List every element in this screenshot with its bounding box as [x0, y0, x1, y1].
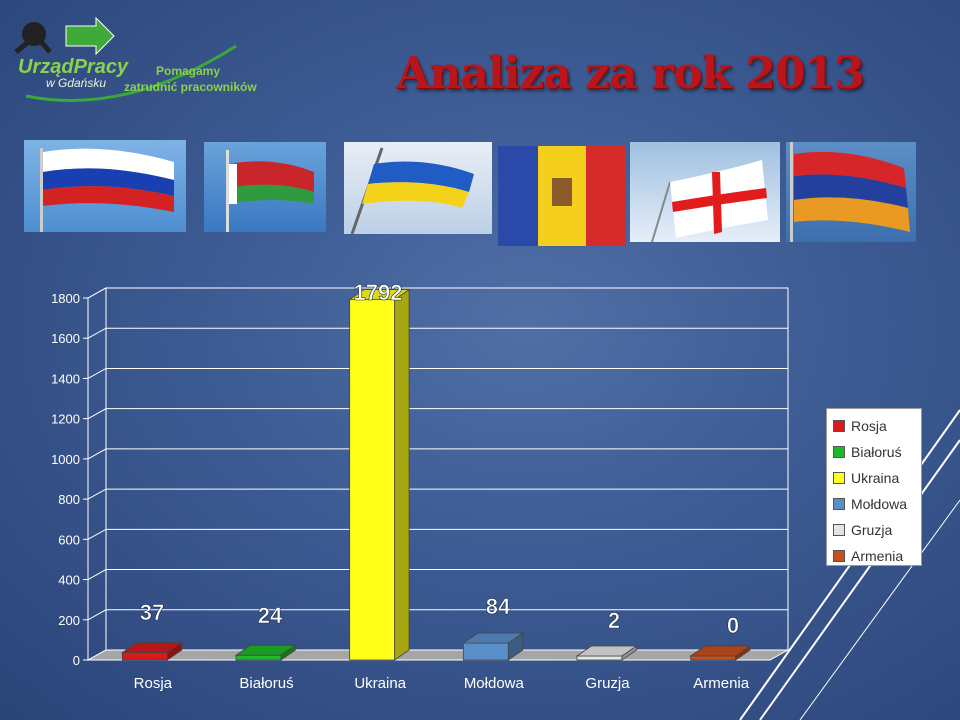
legend-label: Armenia	[851, 548, 904, 564]
y-tick-label: 400	[58, 573, 80, 588]
legend-swatch	[833, 472, 845, 484]
y-tick-label: 1000	[51, 452, 80, 467]
gridline	[87, 448, 788, 460]
data-label: 1792	[354, 280, 403, 305]
gridline	[87, 488, 788, 500]
moldova-flag-icon	[498, 146, 626, 246]
russia-flag-icon	[24, 140, 186, 232]
bar	[235, 654, 282, 661]
y-tick-label: 200	[58, 613, 80, 628]
legend-item: Rosja	[833, 413, 915, 439]
data-label: 24	[258, 603, 283, 628]
ukraine-flag-icon	[344, 142, 492, 234]
data-label: 84	[486, 594, 511, 619]
y-tick-label: 1800	[51, 291, 80, 306]
logo-graphic	[14, 16, 237, 102]
gridline	[87, 528, 788, 540]
legend-label: Mołdowa	[851, 496, 908, 512]
x-tick-label: Białoruś	[239, 675, 293, 692]
gridline	[87, 367, 788, 379]
bar	[462, 642, 509, 661]
legend-item: Mołdowa	[833, 491, 915, 517]
legend-label: Białoruś	[851, 444, 902, 460]
data-label: 37	[140, 600, 164, 625]
y-tick-label: 600	[58, 532, 80, 547]
bar-top	[348, 289, 411, 301]
y-tick-label: 800	[58, 492, 80, 507]
chart-floor	[86, 649, 790, 661]
y-tick-label: 1400	[51, 371, 80, 386]
chart-legend: Rosja Białoruś Ukraina Mołdowa Gruzja Ar…	[826, 408, 922, 566]
data-label: 0	[727, 613, 739, 638]
tagline-line2: zatrudnić pracowników	[124, 80, 257, 94]
x-tick-label: Armenia	[693, 675, 750, 692]
back-wall	[105, 287, 789, 651]
belarus-flag-icon	[204, 142, 326, 232]
page-title: Analiza za rok 2013	[396, 48, 865, 99]
logo-subtext: w Gdańsku	[46, 76, 107, 90]
bar	[349, 299, 396, 661]
georgia-flag-icon	[630, 142, 780, 242]
armenia-flag-icon	[786, 142, 916, 242]
x-tick-label: Mołdowa	[464, 675, 525, 692]
legend-item: Armenia	[833, 543, 915, 569]
tagline-line1: Pomagamy	[156, 64, 221, 78]
side-wall	[87, 287, 107, 661]
legend-swatch	[833, 446, 845, 458]
y-tick-label: 0	[73, 653, 80, 668]
gridline	[87, 609, 788, 621]
x-tick-label: Rosja	[134, 675, 173, 692]
bar-top	[121, 642, 184, 653]
gridline	[87, 327, 788, 339]
gridline	[87, 569, 788, 580]
bar-top	[575, 645, 638, 657]
data-label: 2	[608, 608, 620, 633]
legend-swatch	[833, 524, 845, 536]
bar	[576, 655, 623, 661]
bar-side	[394, 288, 410, 661]
legend-swatch	[833, 420, 845, 432]
bar	[121, 652, 168, 661]
x-tick-label: Ukraina	[354, 675, 406, 692]
bar	[690, 655, 737, 661]
gridline	[87, 287, 788, 299]
bar-top	[462, 632, 525, 644]
logo-text: UrządPracy	[18, 56, 129, 78]
legend-item: Ukraina	[833, 465, 915, 491]
y-tick-label: 1200	[51, 412, 80, 427]
x-tick-label: Gruzja	[585, 675, 630, 692]
legend-label: Gruzja	[851, 522, 893, 538]
legend-item: Gruzja	[833, 517, 915, 543]
bar-top	[689, 645, 752, 657]
legend-label: Ukraina	[851, 470, 900, 486]
legend-swatch	[833, 498, 845, 510]
logo: UrządPracy w Gdańsku Pomagamy zatrudnić …	[6, 6, 266, 106]
legend-item: Białoruś	[833, 439, 915, 465]
bar-top	[234, 644, 297, 656]
legend-label: Rosja	[851, 418, 887, 434]
legend-swatch	[833, 550, 845, 562]
gridline	[87, 408, 788, 420]
y-tick-label: 1600	[51, 331, 80, 346]
